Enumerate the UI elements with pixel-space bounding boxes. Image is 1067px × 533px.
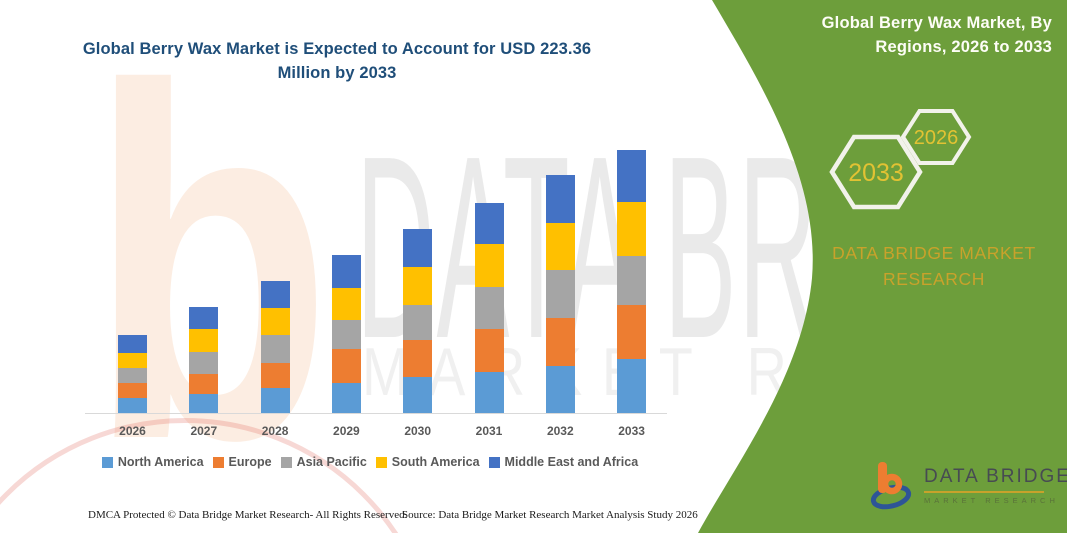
bar-segment-middle-east-and-africa-2032 — [545, 175, 575, 223]
x-axis-label-2029: 2029 — [333, 424, 360, 438]
x-axis-label-2028: 2028 — [261, 424, 289, 438]
legend-swatch-europe — [212, 456, 224, 468]
legend-item-europe: Europe — [212, 455, 272, 469]
bar-segment-middle-east-and-africa-2031 — [474, 202, 504, 244]
bar-segment-asia-pacific-2031 — [474, 286, 504, 329]
bar-segment-north-america-2030 — [403, 376, 433, 414]
legend-item-north-america: North America — [101, 455, 204, 469]
bar-segment-asia-pacific-2026 — [118, 367, 147, 384]
legend-item-middle-east-and-africa: Middle East and Africa — [488, 455, 639, 469]
bar-segment-asia-pacific-2028 — [260, 334, 290, 363]
legend-label-south-america: South America — [391, 455, 480, 469]
x-axis-line — [85, 413, 667, 414]
logo-text-block: DATA BRIDGE MARKET RESEARCH — [924, 460, 1067, 505]
bar-segment-asia-pacific-2032 — [545, 270, 575, 318]
bar-segment-north-america-2027 — [189, 393, 219, 414]
bar-segment-south-america-2030 — [403, 266, 433, 305]
legend-item-south-america: South America — [375, 455, 480, 469]
hexagon-small — [900, 109, 972, 165]
legend-label-europe: Europe — [228, 455, 272, 469]
dbmr-logo-icon — [870, 462, 912, 510]
bar-segment-middle-east-and-africa-2030 — [403, 229, 433, 267]
bar-segment-north-america-2033 — [617, 359, 647, 414]
bar-segment-north-america-2028 — [260, 387, 290, 414]
bar-segment-europe-2030 — [403, 339, 433, 377]
hexagon-year-small: 2026 — [914, 127, 959, 149]
bar-segment-south-america-2028 — [260, 307, 290, 335]
bar-segment-south-america-2033 — [617, 202, 647, 256]
bar-segment-middle-east-and-africa-2033 — [617, 149, 647, 203]
bar-segment-europe-2033 — [617, 305, 647, 360]
panel-heading: Global Berry Wax Market, By Regions, 202… — [821, 14, 1052, 56]
bar-segment-north-america-2032 — [545, 366, 575, 414]
dbmr-logo: DATA BRIDGE MARKET RESEARCH — [870, 460, 1067, 510]
logo-tagline: MARKET RESEARCH — [924, 496, 1059, 505]
bar-segment-south-america-2029 — [331, 287, 361, 320]
legend-item-asia-pacific: Asia Pacific — [280, 455, 367, 469]
bar-segment-middle-east-and-africa-2028 — [260, 281, 290, 308]
footer-dmca: DMCA Protected © Data Bridge Market Rese… — [88, 509, 408, 521]
x-axis-label-2031: 2031 — [475, 424, 503, 438]
bar-segment-south-america-2031 — [474, 243, 504, 287]
legend-swatch-middle-east-and-africa — [488, 456, 500, 468]
bar-segment-asia-pacific-2030 — [403, 304, 433, 340]
bar-segment-north-america-2026 — [118, 398, 147, 414]
x-axis-label-2033: 2033 — [618, 424, 645, 438]
hexagon-large — [829, 134, 923, 210]
legend-swatch-north-america — [101, 456, 113, 468]
bar-segment-europe-2027 — [189, 373, 219, 394]
hexagon-year-large: 2033 — [848, 159, 904, 187]
x-axis-label-2027: 2027 — [190, 424, 218, 438]
bar-segment-asia-pacific-2029 — [331, 319, 361, 350]
bar-segment-asia-pacific-2033 — [617, 255, 647, 306]
legend-label-asia-pacific: Asia Pacific — [296, 455, 367, 469]
bar-segment-middle-east-and-africa-2026 — [118, 335, 147, 353]
footer-source: Source: Data Bridge Market Research Mark… — [402, 509, 698, 521]
legend-label-middle-east-and-africa: Middle East and Africa — [504, 455, 639, 469]
bar-segment-asia-pacific-2027 — [189, 351, 219, 374]
bar-segment-europe-2026 — [118, 383, 147, 399]
logo-gold-rule — [924, 491, 1044, 493]
x-axis-label-2030: 2030 — [404, 424, 432, 438]
bar-segment-south-america-2027 — [189, 329, 219, 352]
x-axis-label-2032: 2032 — [546, 424, 574, 438]
bar-segment-europe-2028 — [260, 362, 290, 388]
x-axis-label-2026: 2026 — [119, 424, 146, 438]
bar-segment-north-america-2029 — [331, 383, 361, 414]
chart-title: Global Berry Wax Market is Expected to A… — [82, 40, 592, 82]
bar-segment-south-america-2026 — [118, 352, 147, 368]
legend-swatch-south-america — [375, 456, 387, 468]
green-panel-shape — [698, 0, 1067, 533]
chart-legend: North America Europe Asia Pacific South Ame… — [40, 455, 700, 469]
logo-name: DATA BRIDGE — [924, 466, 1067, 487]
bar-segment-europe-2029 — [331, 349, 361, 384]
legend-swatch-asia-pacific — [280, 456, 292, 468]
brand-text: DATA BRIDGE MARKET RESEARCH — [832, 243, 1036, 290]
bar-segment-middle-east-and-africa-2029 — [331, 255, 361, 288]
bar-segment-europe-2032 — [545, 317, 575, 367]
legend-label-north-america: North America — [117, 455, 204, 469]
bar-segment-north-america-2031 — [474, 371, 504, 414]
logo-b-bowl — [881, 473, 903, 495]
bar-segment-europe-2031 — [474, 328, 504, 372]
bar-segment-south-america-2032 — [545, 222, 575, 271]
bar-segment-middle-east-and-africa-2027 — [189, 307, 219, 330]
